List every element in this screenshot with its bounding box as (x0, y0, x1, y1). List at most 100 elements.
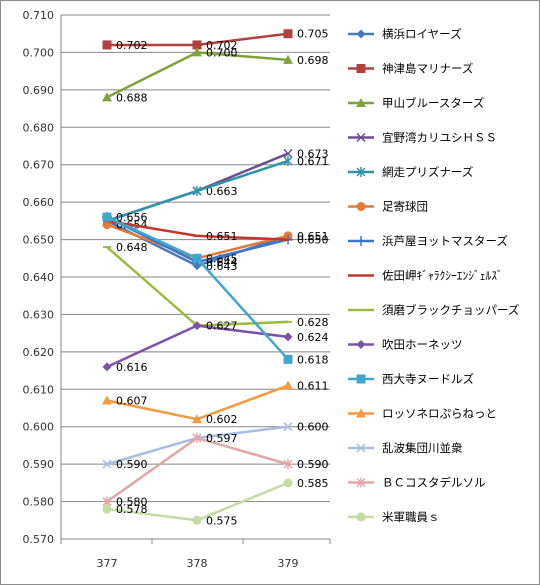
legend-label: 米軍職員ｓ (382, 510, 440, 524)
series-10: 0.618 (102, 212, 329, 366)
legend-item: 吹田ホーネッツ (348, 338, 463, 352)
legend-marker (356, 443, 366, 453)
data-point (192, 432, 202, 443)
data-label: 0.648 (116, 241, 148, 254)
data-label: 0.580 (116, 496, 148, 509)
legend-marker (356, 236, 366, 246)
y-tick-label: 0.710 (23, 9, 55, 22)
legend-label: 宜野湾カリユシＨＳＳ (382, 131, 497, 145)
data-label: 0.698 (297, 54, 329, 67)
data-point (283, 29, 293, 39)
data-point (102, 362, 112, 372)
series-4: 0.671 (102, 155, 329, 226)
data-point (283, 354, 293, 364)
series-1: 0.702 0.702 0.705 (102, 28, 329, 52)
data-point (192, 47, 202, 57)
legend-item: 網走プリズナーズ (348, 165, 473, 179)
legend-label: 浜芦屋ヨットマスターズ (382, 234, 508, 248)
legend-label: 横浜ロイヤーズ (382, 27, 462, 41)
data-label: 0.590 (116, 458, 148, 471)
legend-marker (356, 167, 366, 177)
legend-label: 吹田ホーネッツ (382, 338, 463, 352)
y-tick-label: 0.690 (23, 84, 55, 97)
data-label: 0.656 (116, 211, 148, 224)
data-label: 0.585 (297, 477, 329, 490)
y-tick-label: 0.630 (23, 308, 55, 321)
legend-label: 網走プリズナーズ (382, 165, 473, 179)
y-tick-label: 0.620 (23, 346, 55, 359)
data-label: 0.627 (206, 320, 238, 333)
x-tick-label: 378 (187, 557, 208, 570)
legend-label: 佐田岬ｷﾞｬﾗｸｼｰｴﾝｼﾞｪﾙｽﾞ (382, 269, 503, 283)
x-tick-label: 377 (97, 557, 118, 570)
data-label: 0.611 (297, 380, 329, 393)
data-label: 0.628 (297, 316, 329, 329)
data-point (102, 504, 112, 514)
legend-item: 浜芦屋ヨットマスターズ (348, 234, 508, 248)
data-label: 0.702 (116, 39, 148, 52)
data-point (102, 212, 112, 222)
series-6: 0.656 0.644 0.650 (102, 211, 329, 269)
legend-item: 甲山ブルースターズ (348, 96, 484, 110)
legend-label: ロッソネロぷらねっと (382, 407, 497, 421)
legend-marker (356, 512, 366, 522)
series-11: 0.607 0.602 0.611 (102, 380, 329, 426)
legend-label: ＢＣコスタデルソル (382, 476, 486, 490)
legend-label: 神津島マリナーズ (382, 62, 473, 76)
legend-label: 足寄球団 (382, 200, 428, 214)
data-label: 0.624 (297, 331, 329, 344)
y-tick-label: 0.580 (23, 496, 55, 509)
data-point (102, 459, 112, 469)
legend-marker (356, 202, 366, 211)
y-tick-label: 0.590 (23, 458, 55, 471)
data-point (102, 395, 112, 405)
legend-label: 甲山ブルースターズ (382, 96, 484, 110)
series-14: 0.578 0.575 0.585 (102, 477, 329, 527)
y-tick-label: 0.660 (23, 196, 55, 209)
y-tick-label: 0.700 (23, 46, 55, 59)
data-point (283, 478, 293, 488)
data-point (102, 40, 112, 50)
legend-marker (356, 98, 366, 107)
data-point (192, 185, 202, 196)
data-label: 0.643 (206, 260, 238, 273)
data-point (192, 321, 202, 331)
data-label: 0.688 (116, 91, 148, 104)
data-point (283, 54, 293, 64)
data-label: 0.616 (116, 361, 148, 374)
legend-item: 西大寺ヌードルズ (348, 372, 474, 386)
legend-item: 米軍職員ｓ (348, 510, 440, 524)
data-point (283, 422, 293, 432)
data-label: 0.618 (297, 353, 329, 366)
y-tick-label: 0.680 (23, 121, 55, 134)
data-label: 0.644 (206, 256, 238, 269)
data-label: 0.671 (297, 155, 329, 168)
data-label: 0.651 (206, 230, 238, 243)
series-9: 0.616 0.627 0.624 (102, 320, 329, 374)
data-label: 0.645 (206, 252, 238, 265)
data-label: 0.578 (116, 503, 148, 516)
data-point (283, 332, 293, 342)
data-label: 0.650 (297, 234, 329, 247)
data-label: 0.575 (206, 514, 238, 527)
data-point (192, 515, 202, 525)
legend-item: 横浜ロイヤーズ (348, 27, 462, 41)
legend-marker (356, 477, 366, 488)
data-label: 0.673 (297, 147, 329, 160)
y-tick-label: 0.570 (23, 533, 55, 546)
y-tick-label: 0.610 (23, 383, 55, 396)
data-label: 0.607 (116, 395, 148, 408)
legend-marker (356, 29, 366, 39)
data-label: 0.663 (206, 185, 238, 198)
data-label: 0.702 (206, 39, 238, 52)
data-point (192, 414, 202, 424)
legend-item: 神津島マリナーズ (348, 62, 473, 76)
data-label: 0.597 (206, 432, 238, 445)
legend-marker (356, 132, 366, 143)
y-tick-label: 0.640 (23, 271, 55, 284)
legend-item: 足寄球団 (348, 200, 428, 214)
legend-marker (356, 408, 366, 418)
y-tick-label: 0.670 (23, 159, 55, 172)
legend-marker (356, 64, 366, 73)
